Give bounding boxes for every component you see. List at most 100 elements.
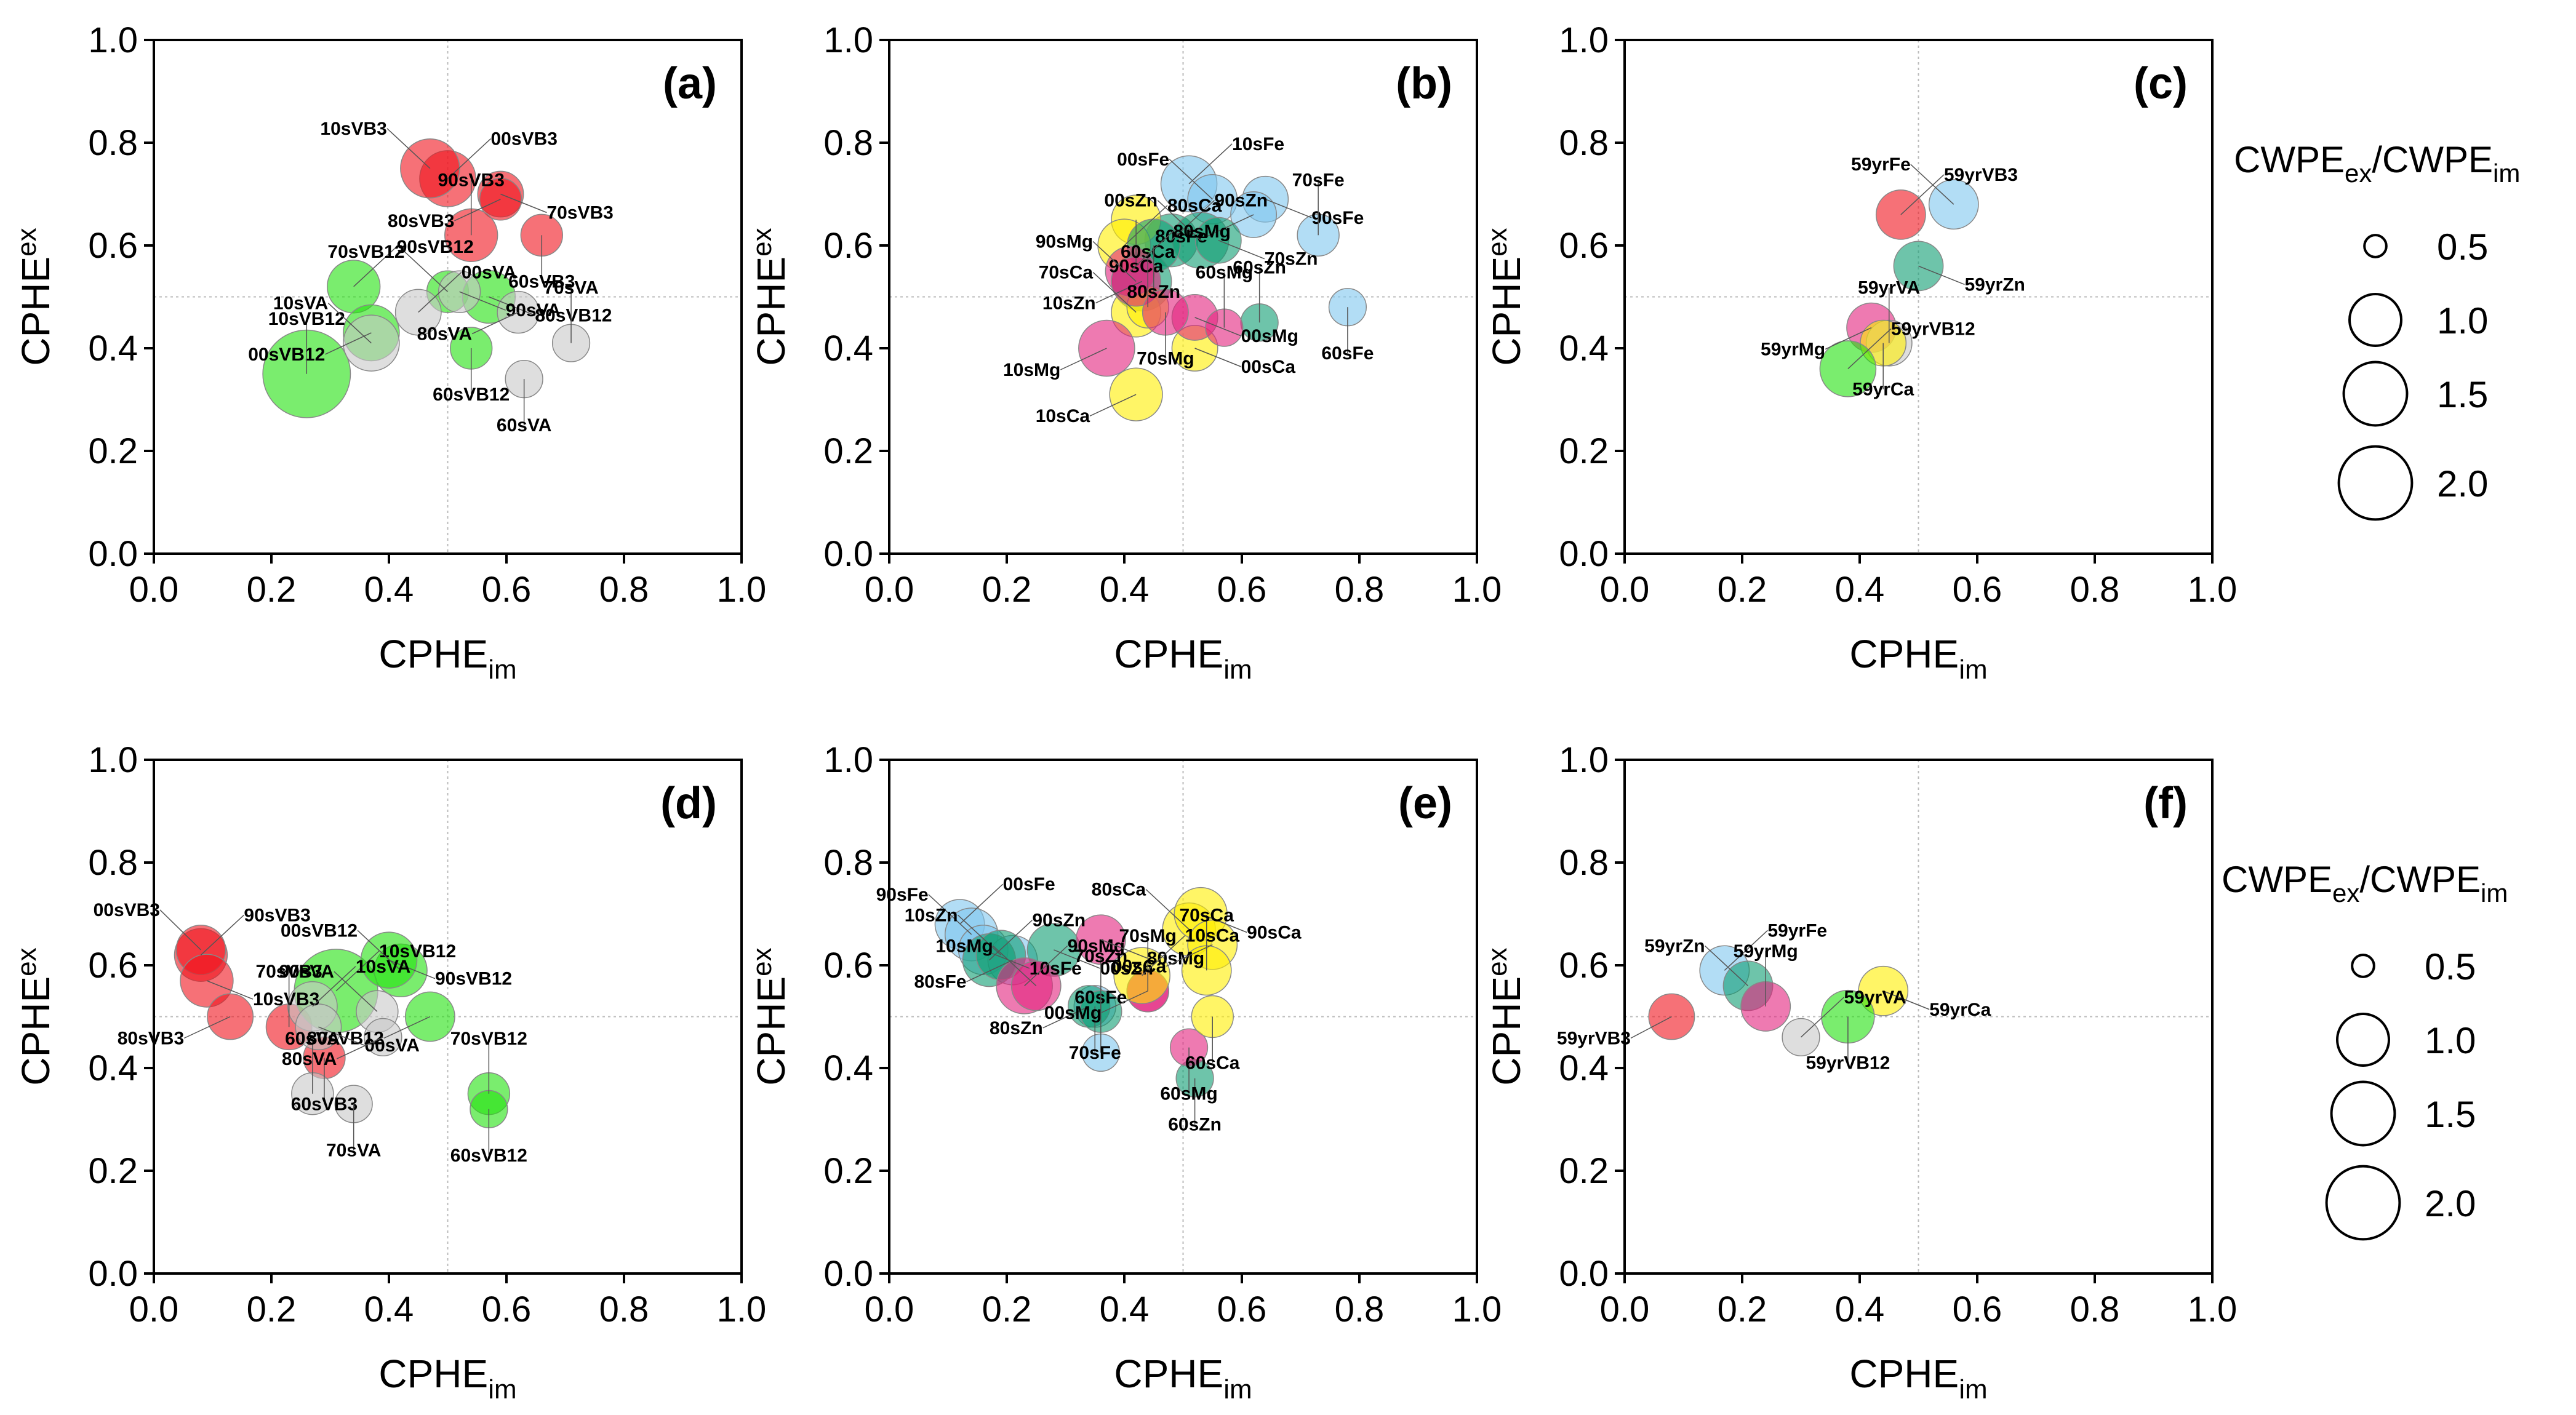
leader-line [1800,997,1845,1038]
leader-line [447,138,492,179]
y-axis-title: CPHEex [747,947,793,1085]
point-label: 00sZn [1100,959,1153,979]
leader-line [1100,939,1148,959]
leader-line [383,1016,431,1039]
legend-title: CWPEex/CWPEim [2234,139,2520,188]
x-tick-label: 0.6 [482,570,532,610]
y-axis-title: CPHEex [12,228,58,365]
legend-bubble [2351,954,2375,978]
leader-line [1054,949,1100,969]
legend-value: 1.5 [2437,374,2488,415]
leader-line [1101,990,1148,1013]
leader-line [327,303,372,344]
y-tick-label: 0.4 [1559,1048,1609,1088]
leader-line [1089,394,1137,417]
point-label: 00sCa [1112,957,1167,977]
point-label: 00sVA [462,263,517,283]
leader-line [388,959,436,979]
y-axis-title: CPHEex [747,228,793,365]
y-tick-label: 1.0 [823,740,873,780]
y-tick-label: 0.4 [1559,329,1609,369]
point-label: 80sMg [1147,948,1204,968]
point-label: 60sVB12 [450,1146,527,1166]
plot-frame [1623,759,2214,1275]
chart-panel-5: 0.0 0.2 0.4 0.6 0.8 1.0 0.0 0.2 0.4 0.6 0.8 1.0 00sF… [747,740,1502,1405]
x-tick-label: 0.2 [1718,1289,1767,1329]
x-tick-label: 1.0 [1452,1289,1502,1329]
point-label: 60sVB3 [291,1094,358,1114]
y-tick-label: 0.4 [88,329,138,369]
leader-line [1194,348,1241,367]
point-label: 70sMg [1137,349,1194,369]
leader-line [183,1016,231,1039]
point-label: 90sVB3 [244,905,310,925]
leader-line [983,949,1030,969]
x-tick-label: 1.0 [717,1289,767,1329]
chart-panel-2: 0.0 0.2 0.4 0.6 0.8 1.0 0.0 0.2 0.4 0.6 0.8 1.0 10sF… [747,20,1502,685]
panel-label: (f) [2143,779,2188,828]
x-tick-label: 0.8 [599,570,649,610]
y-tick-label: 1.0 [1559,20,1609,60]
size-legend-2: CWPEex/CWPEim 0.5 1.0 1.5 2.0 [2222,859,2508,1241]
leader-line [489,296,535,316]
point-label: 10sVB12 [379,941,456,962]
y-axis-title: CPHEex [12,947,58,1085]
point-label: 90sFe [876,885,929,905]
x-tick-label: 0.2 [982,570,1032,610]
point-label: 00sMg [1241,326,1298,346]
y-tick-label: 0.6 [823,946,873,986]
chart-panel-4: 0.0 0.2 0.4 0.6 0.8 1.0 0.0 0.2 0.4 0.6 0.8 1.0 90sV… [12,740,766,1405]
leader-line [1630,1016,1672,1039]
chart-panel-1: 0.0 0.2 0.4 0.6 0.8 1.0 0.0 0.2 0.4 0.6 0.8 1.0 00sV… [12,20,766,685]
y-tick-label: 0.2 [823,431,873,471]
point-label: 59yrZn [1644,936,1705,956]
leader-line [1142,935,1186,976]
plot-frame [1623,39,2214,555]
point-label: 59yrMg [1734,941,1798,962]
x-tick-label: 0.4 [364,570,414,610]
leader-line [1060,348,1107,370]
point-label: 60sZn [1233,257,1286,277]
size-legend-1: CWPEex/CWPEim 0.5 1.0 1.5 2.0 [2234,139,2520,521]
legend-value: 2.0 [2437,463,2488,504]
point-label: 59yrFe [1767,920,1827,941]
y-tick-label: 0.2 [823,1151,873,1191]
leader-line [1265,199,1312,218]
x-tick-label: 0.0 [129,570,179,610]
legend-value: 1.0 [2425,1020,2476,1061]
point-label: 80sVA [417,324,473,345]
leader-line [928,894,972,935]
point-label: 90sCa [1247,923,1302,943]
plot-frame [153,759,743,1275]
leader-line [353,246,398,287]
leader-line [1724,930,1768,971]
leader-line [471,311,519,335]
leader-line [957,914,1001,955]
point-label: 80sMg [1174,221,1231,242]
y-tick-label: 1.0 [88,20,138,60]
y-tick-label: 0.0 [1559,534,1609,574]
leader-line [1900,174,1945,215]
point-label: 70sZn [1074,946,1127,967]
legend-bubble [2348,293,2402,347]
point-label: 90sVA [506,300,561,321]
x-tick-label: 1.0 [717,570,767,610]
panel-label: (e) [1398,779,1452,828]
leader-line [386,128,431,169]
leader-line [1042,1006,1090,1029]
point-label: 70sVA [326,1140,382,1160]
point-label: 60sZn [1168,1115,1222,1135]
point-label: 10sFe [1030,959,1082,979]
point-label: 80sVB12 [535,306,612,326]
leader-line [1124,205,1168,246]
point-label: 70sCa [1179,905,1234,925]
x-tick-label: 0.4 [364,1289,414,1329]
point-label: 70sZn [1265,249,1318,269]
x-tick-label: 0.6 [1953,1289,2002,1329]
leader-line [1092,272,1137,313]
point-label: 90sVB12 [397,237,474,257]
leader-line [1188,143,1233,185]
y-tick-label: 0.8 [88,843,138,883]
point-label: 00sVA [364,1035,420,1056]
